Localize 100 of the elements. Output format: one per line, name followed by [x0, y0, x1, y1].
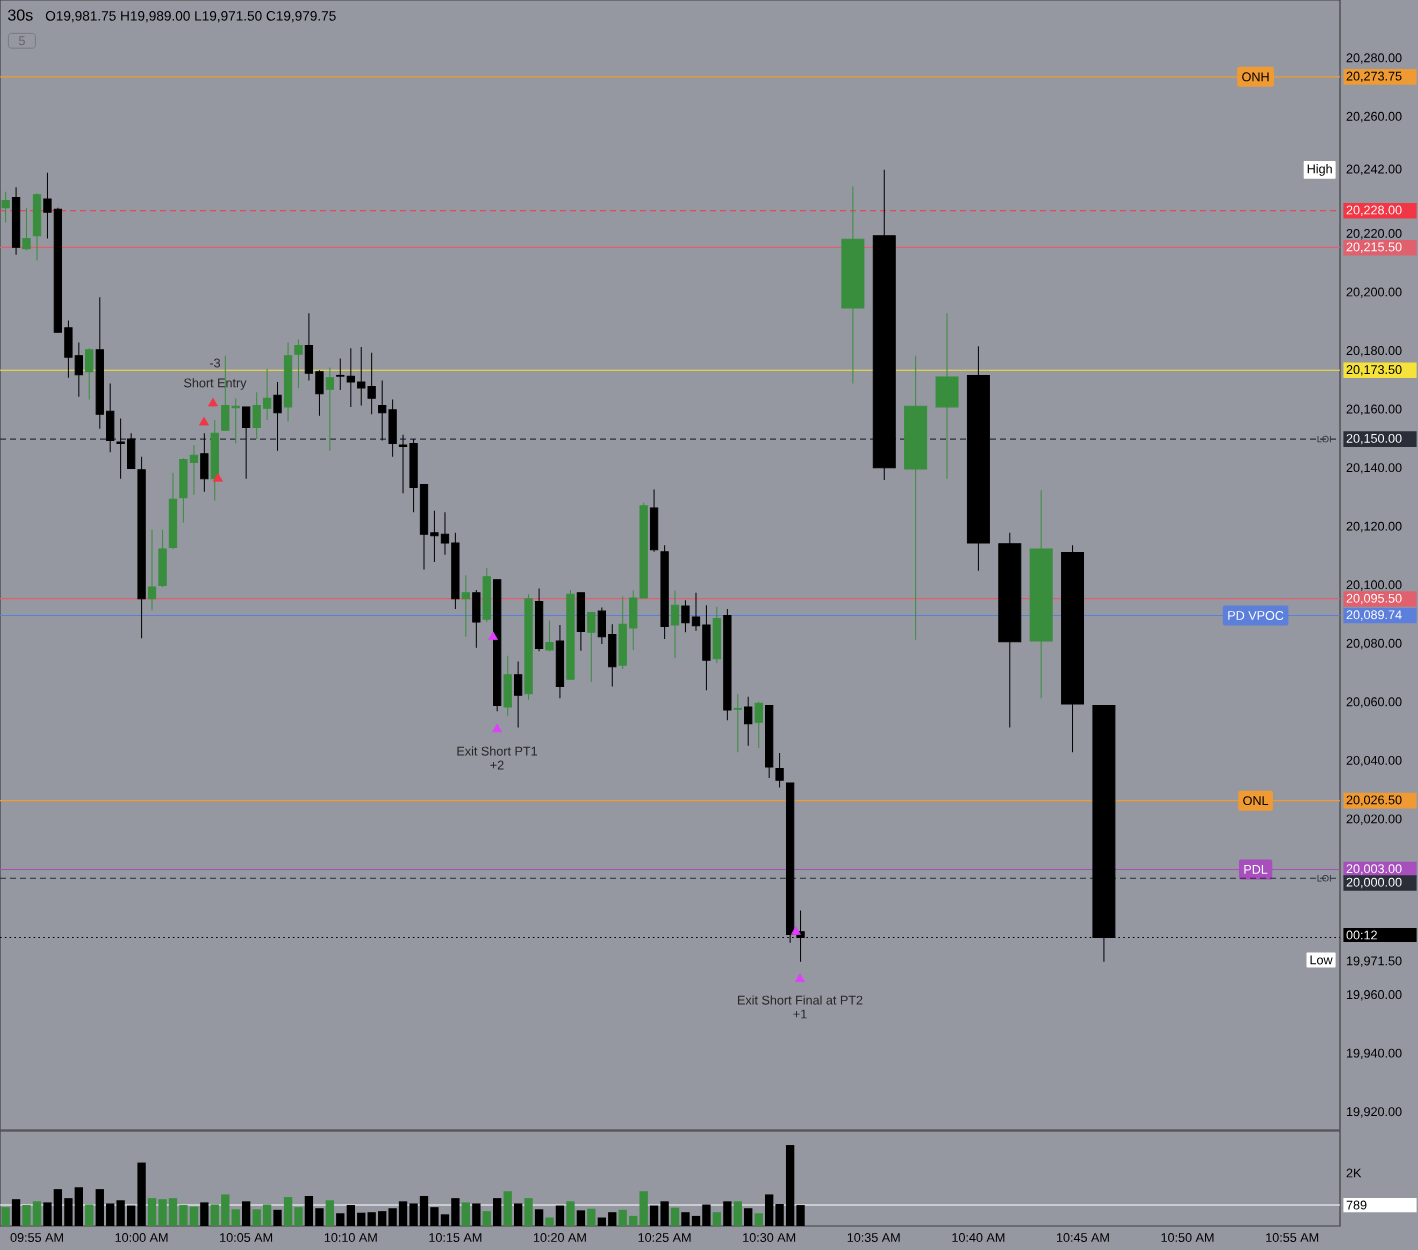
y-tick-label: 789	[1346, 1200, 1367, 1210]
candlestick	[775, 752, 784, 788]
y-tick-label: 20,026.50	[1346, 795, 1402, 806]
bar	[116, 1200, 125, 1226]
bar	[137, 1162, 146, 1226]
bar	[378, 1211, 387, 1226]
bar	[336, 1213, 345, 1226]
bar	[691, 1215, 701, 1226]
bar	[189, 1206, 199, 1226]
text: 00:12	[1346, 930, 1377, 940]
bar	[95, 1189, 104, 1226]
bar	[210, 1204, 219, 1226]
candlestick	[440, 511, 450, 556]
point	[791, 926, 801, 935]
ref-line-label: PD VPOC	[1228, 611, 1284, 620]
candlestick	[336, 358, 345, 391]
bar	[639, 1191, 648, 1226]
bar	[513, 1203, 523, 1226]
y-tick-label: 20,095.50	[1346, 593, 1402, 605]
bar	[346, 1205, 355, 1226]
bar	[64, 1198, 73, 1226]
bar	[524, 1198, 533, 1226]
x-tick-label: 10:55 AM	[1266, 1233, 1319, 1242]
bar	[482, 1211, 491, 1226]
bar	[430, 1207, 439, 1226]
bar	[660, 1201, 669, 1226]
y-tick-label: 19,971.50	[1346, 956, 1402, 967]
bar	[388, 1208, 397, 1226]
bar	[262, 1204, 272, 1226]
x-tick-label: 10:50 AM	[1161, 1233, 1214, 1242]
chart-title: 30s	[8, 9, 33, 21]
y-tick-label: 20,150.00	[1346, 433, 1402, 445]
x-tick-label: 10:25 AM	[638, 1233, 691, 1242]
candlestick	[1, 191, 10, 223]
y-tick-label: 20,089.74	[1346, 610, 1402, 621]
bar	[670, 1207, 680, 1226]
candlestick	[681, 599, 690, 633]
candlestick	[691, 592, 701, 632]
y-tick-label: 20,220.00	[1346, 228, 1402, 240]
y-tick-label: 20,003.00	[1346, 864, 1402, 875]
bar	[733, 1201, 742, 1226]
y-tick-label: 20,080.00	[1346, 638, 1402, 650]
bar	[315, 1208, 324, 1226]
candlestick	[744, 696, 753, 747]
bar	[493, 1198, 502, 1226]
bar	[11, 1199, 21, 1226]
bar	[158, 1199, 167, 1226]
bar	[754, 1213, 763, 1226]
annotation: 5	[18, 36, 25, 46]
bar	[106, 1203, 115, 1226]
bar	[367, 1212, 376, 1226]
candlestick	[294, 339, 303, 389]
bar	[294, 1207, 303, 1226]
y-tick-label: 19,920.00	[1346, 1107, 1402, 1118]
bar	[409, 1203, 418, 1226]
annotation: -3	[209, 358, 221, 368]
point	[488, 631, 498, 641]
candlestick	[733, 693, 742, 753]
annotation: High	[1307, 164, 1332, 176]
annotation: +1	[793, 1009, 807, 1019]
bar	[472, 1203, 481, 1226]
annotation: Low	[1310, 955, 1333, 965]
bar	[53, 1189, 63, 1226]
bar	[440, 1214, 450, 1226]
x-tick-label: 10:40 AM	[952, 1233, 1005, 1242]
point	[795, 973, 805, 982]
y-tick-label: 20,260.00	[1346, 111, 1402, 123]
y-tick-label: 20,160.00	[1346, 404, 1402, 416]
bar	[85, 1204, 94, 1226]
x-tick-label: 10:45 AM	[1056, 1233, 1109, 1242]
y-tick-label: 20,140.00	[1346, 463, 1402, 474]
bar	[241, 1201, 251, 1226]
bar	[629, 1215, 638, 1226]
y-tick-label: 20,273.75	[1346, 71, 1402, 83]
candlestick	[242, 406, 251, 480]
bar	[357, 1212, 366, 1226]
bar	[304, 1196, 314, 1226]
bar	[597, 1217, 607, 1226]
bar	[712, 1212, 721, 1226]
bar	[545, 1217, 554, 1226]
candlestick	[262, 368, 272, 421]
bar	[796, 1205, 805, 1226]
y-tick-label: 20,200.00	[1346, 287, 1402, 298]
candlestick	[273, 381, 282, 452]
bar	[555, 1205, 565, 1226]
x-tick-label: 10:15 AM	[429, 1233, 482, 1242]
candlestick	[754, 701, 763, 749]
candlestick	[545, 620, 554, 652]
candlestick	[116, 418, 125, 480]
bar	[702, 1204, 711, 1226]
point	[199, 416, 209, 426]
x-tick-label: 10:30 AM	[743, 1233, 796, 1242]
bar	[325, 1200, 335, 1226]
bar	[22, 1205, 31, 1226]
candlestick	[315, 369, 324, 417]
ref-line-label: LOI	[1317, 874, 1331, 882]
y-tick-label: 20,060.00	[1346, 697, 1402, 708]
x-tick-label: 10:05 AM	[220, 1233, 273, 1242]
bar	[32, 1201, 42, 1226]
y-tick-label: 20,242.00	[1346, 164, 1402, 175]
